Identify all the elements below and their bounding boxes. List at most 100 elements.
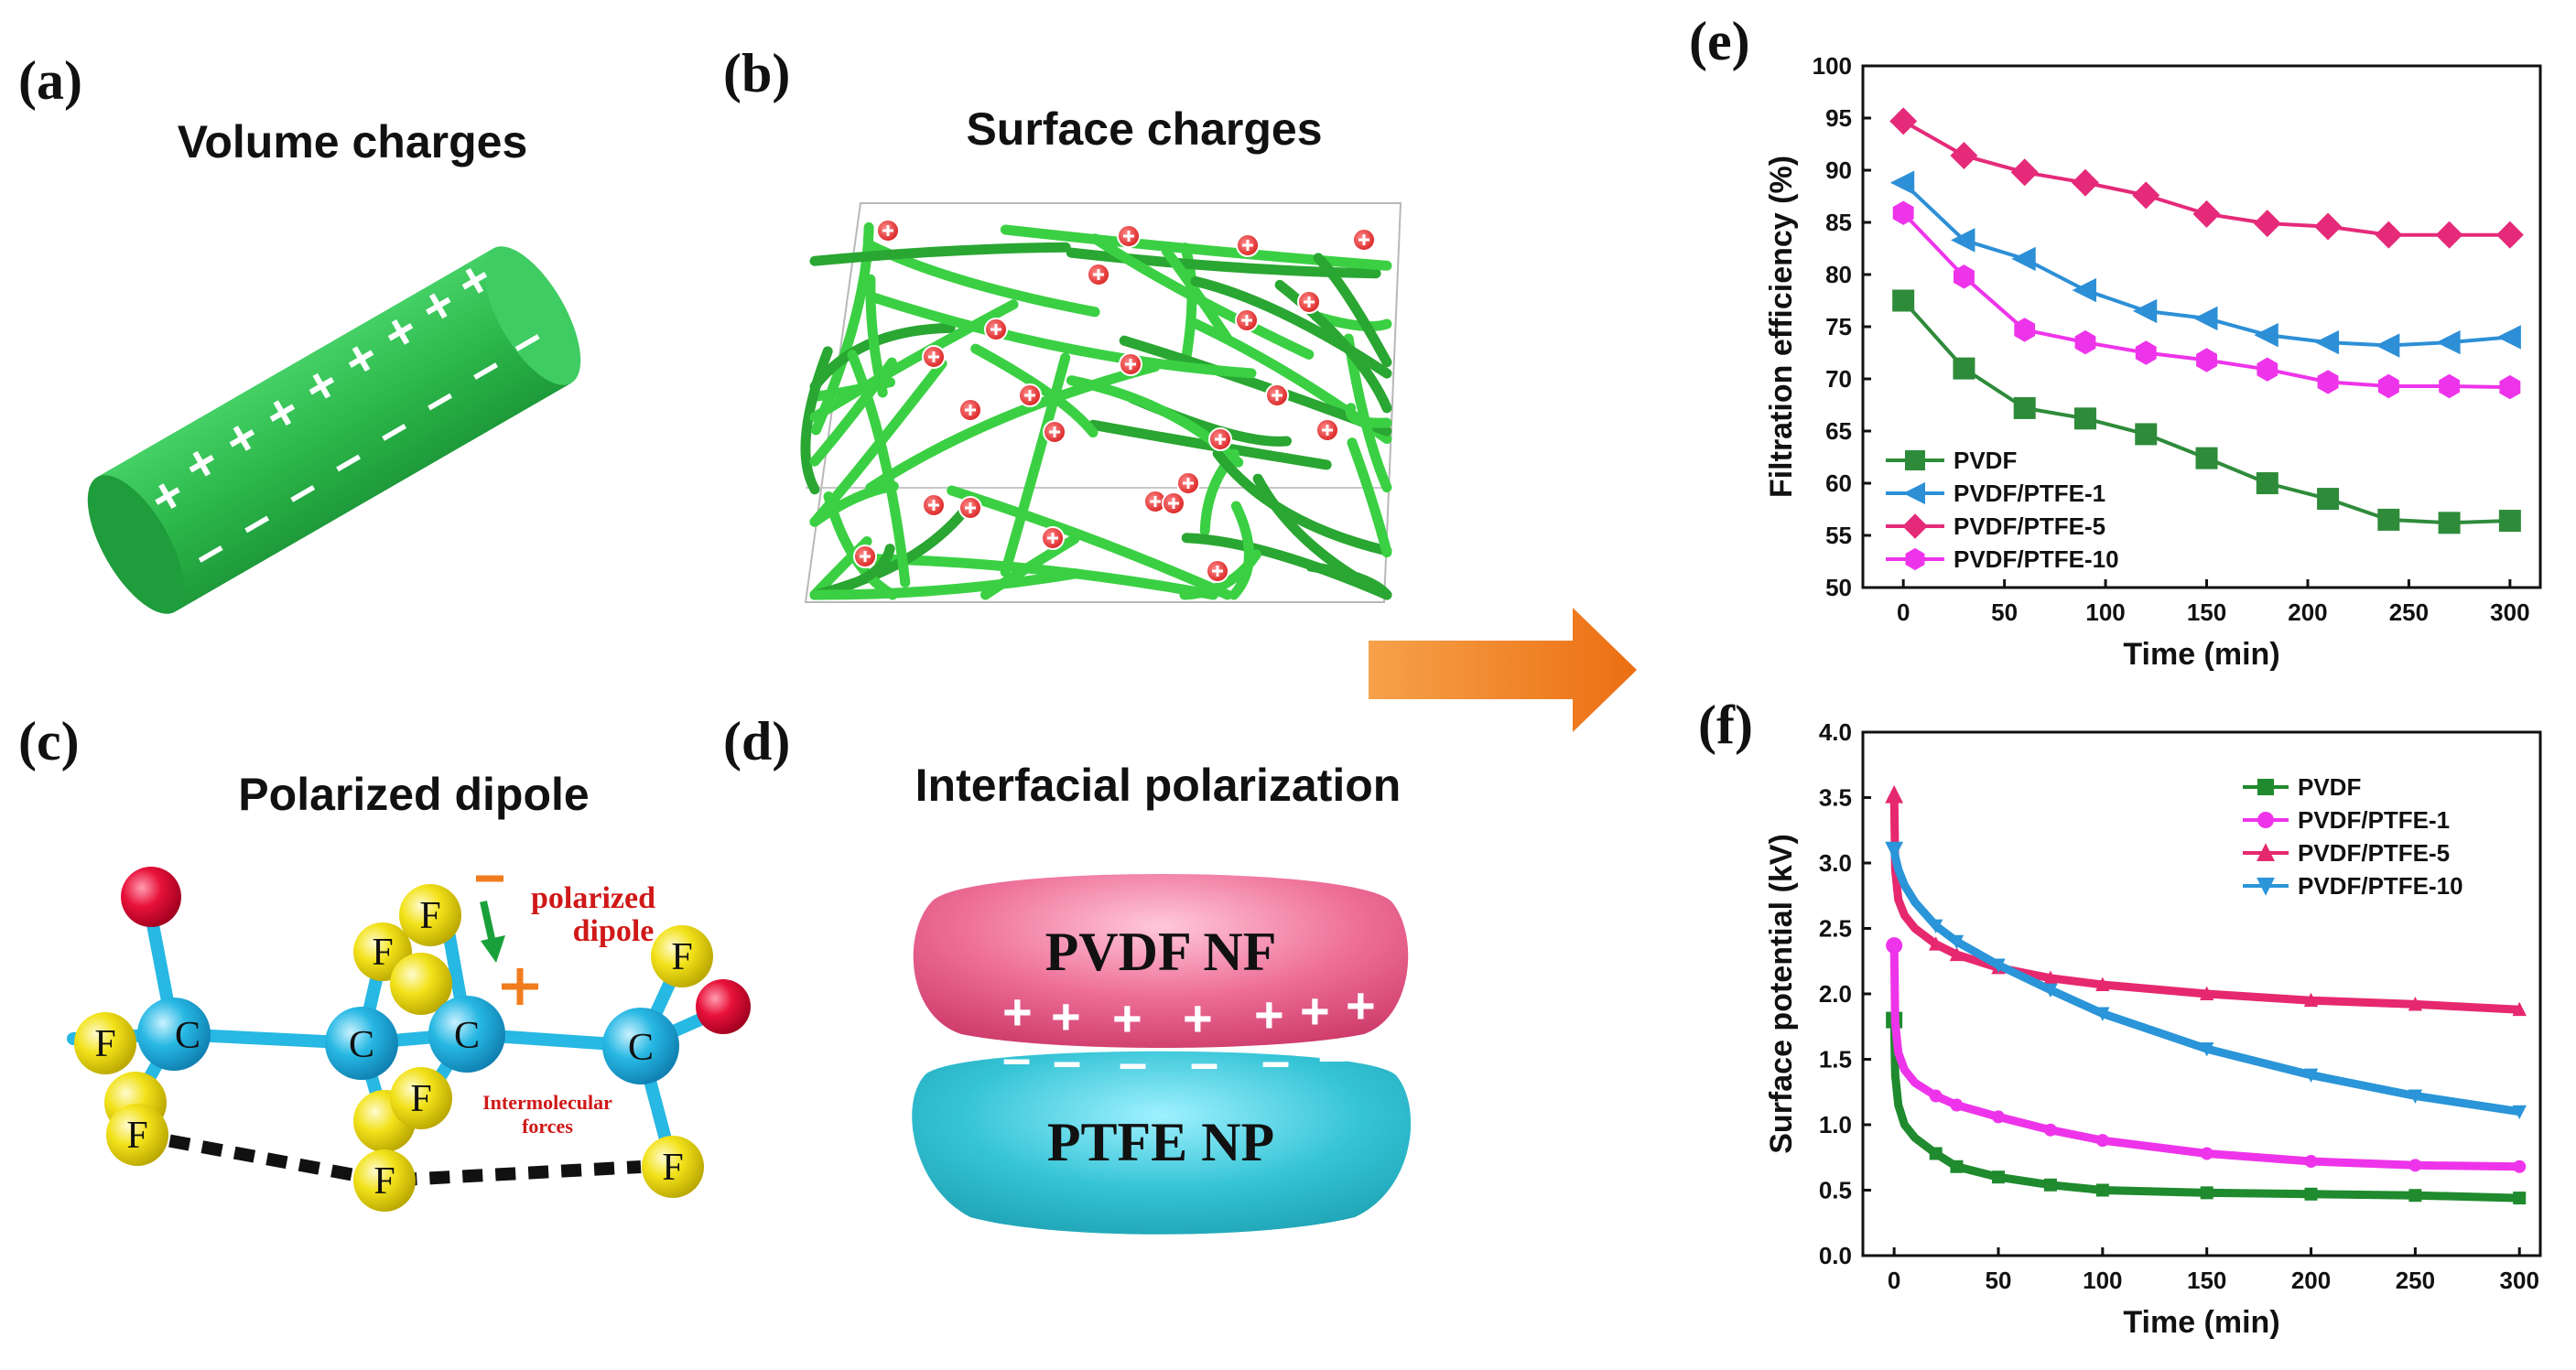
data-point xyxy=(2495,221,2524,249)
data-point xyxy=(2436,329,2461,355)
nanofiber xyxy=(1000,352,1071,577)
arrow-right-icon xyxy=(1369,608,1637,732)
data-point xyxy=(2011,246,2036,272)
x-tick-label: 150 xyxy=(2187,599,2226,626)
data-point xyxy=(2439,373,2460,399)
x-tick-label: 250 xyxy=(2389,599,2429,626)
legend-marker xyxy=(1905,547,1925,571)
nanofibers xyxy=(800,221,1392,600)
nanofiber xyxy=(1066,247,1381,279)
molecule: F F F F F F F F C C C C xyxy=(67,867,751,1212)
nanofiber xyxy=(865,361,1161,493)
panel-d: (d) Interfacial polarization PVDF NF PTF… xyxy=(723,711,1412,1235)
filtration-efficiency-chart: 0 50 100 150 200 250 300 50 55 60 65 70 75 80 85 90 95 10… xyxy=(1764,52,2542,672)
legend-label: PVDF/PTFE-1 xyxy=(2298,806,2450,834)
data-point xyxy=(2010,158,2039,187)
panel-c: (c) Polarized dipole xyxy=(18,711,751,1212)
data-point xyxy=(2072,277,2096,303)
cylinder-back-end xyxy=(87,475,185,614)
x-tick-label: 250 xyxy=(2396,1267,2435,1294)
data-point xyxy=(1949,946,1964,962)
data-point xyxy=(2074,329,2096,355)
ptfe-np-blob xyxy=(912,1051,1412,1235)
data-point xyxy=(2135,340,2157,365)
fluorine-labels: F F F F F F F F xyxy=(94,895,692,1203)
data-point xyxy=(2408,1089,2423,1104)
data-point xyxy=(2135,423,2158,446)
data-point xyxy=(2095,1007,2110,1021)
surface-potential-chart: 0 50 100 150 200 250 300 0.0 0.5 1.0 1.5 2.0 2.5 3.0 3… xyxy=(1764,718,2542,1340)
data-point xyxy=(1992,1170,2005,1184)
y-tick-label: 95 xyxy=(1825,104,1852,132)
y-tick-label: 3.0 xyxy=(1819,849,1852,877)
data-point xyxy=(2375,221,2403,249)
y-tick-label: 75 xyxy=(1825,313,1852,340)
svg-text:+: + xyxy=(1346,976,1376,1034)
series-line xyxy=(1889,849,2520,1116)
data-point xyxy=(2254,322,2278,348)
y-tick-label: 70 xyxy=(1825,365,1852,393)
series-pvdf-ptfe-10 xyxy=(1885,841,2527,1120)
data-point xyxy=(1892,200,1914,225)
data-point xyxy=(2513,1160,2527,1173)
data-point xyxy=(2043,1123,2057,1137)
y-tick-label: 65 xyxy=(1825,417,1852,445)
legend-marker xyxy=(2257,812,2274,828)
data-point xyxy=(2499,374,2521,400)
cylinder-body xyxy=(96,248,572,612)
data-point xyxy=(1929,1089,1943,1103)
series-pvdf-ptfe-1 xyxy=(1889,170,2521,358)
svg-text:F: F xyxy=(373,1160,395,1203)
fluorine-atoms xyxy=(74,884,713,1212)
panel-b-label: (b) xyxy=(723,43,790,103)
data-point xyxy=(2257,357,2278,382)
data-point xyxy=(1950,1160,1964,1173)
data-point xyxy=(2095,976,2110,991)
y-tick-label: 80 xyxy=(1825,261,1852,288)
panel-d-title: Interfacial polarization xyxy=(915,760,1402,811)
data-point xyxy=(2498,510,2521,533)
series-pvdf-ptfe-1 xyxy=(1886,937,2527,1173)
data-point xyxy=(2438,512,2461,534)
svg-text:+: + xyxy=(1112,989,1142,1047)
svg-text:F: F xyxy=(94,1023,115,1065)
data-point xyxy=(1889,170,1915,195)
panel-a-label: (a) xyxy=(18,50,82,111)
svg-text:C: C xyxy=(175,1015,200,1057)
data-point xyxy=(2512,1105,2527,1120)
interface-negative-charges: – – – – – – – xyxy=(1002,1020,1392,1091)
svg-text:C: C xyxy=(349,1024,374,1066)
y-tick-label: 60 xyxy=(1825,469,1852,497)
data-point xyxy=(2408,1159,2422,1172)
pvdf-nf-label: PVDF NF xyxy=(1045,922,1277,982)
legend-label: PVDF/PTFE-1 xyxy=(1954,480,2105,507)
y-tick-label: 0.5 xyxy=(1819,1177,1852,1204)
data-point xyxy=(1885,841,1904,860)
polarized-label: polarized xyxy=(531,881,655,915)
svg-text:–: – xyxy=(1119,1033,1147,1091)
svg-text:–: – xyxy=(1053,1031,1081,1089)
legend-label: PVDF/PTFE-10 xyxy=(1954,545,2119,573)
nanofiber xyxy=(1089,233,1315,360)
x-tick-label: 200 xyxy=(2288,599,2327,626)
svg-text:F: F xyxy=(671,936,692,978)
svg-text:F: F xyxy=(410,1078,431,1120)
svg-text:F: F xyxy=(126,1115,147,1157)
legend: PVDF PVDF/PTFE-1 PVDF/PTFE-5 PVDF/PTFE-10 xyxy=(2243,773,2463,900)
nanofiber xyxy=(947,485,1233,600)
series-line xyxy=(1889,945,2520,1171)
data-point xyxy=(1886,937,1903,955)
nanofiber xyxy=(970,343,1099,438)
volume-charge-cylinder: +++ +++ +++ ––– ––– –– xyxy=(87,246,581,614)
panel-e: (e) 0 50 100 150 200 250 300 50 55 60 65 70 75 80 85 90… xyxy=(1689,11,2542,672)
y-tick-label: 2.0 xyxy=(1819,980,1852,1008)
panel-a: (a) Volume charges +++ +++ +++ ––– ––– –… xyxy=(18,50,581,614)
data-point xyxy=(2303,1068,2319,1084)
data-point xyxy=(2304,1155,2318,1169)
legend-label: PVDF/PTFE-10 xyxy=(2298,872,2463,900)
nanofiber xyxy=(980,534,1080,600)
intermolecular-label: Intermolecular xyxy=(482,1091,612,1114)
series-pvdf-ptfe-5 xyxy=(1889,107,2524,249)
svg-text:F: F xyxy=(419,895,440,937)
legend-marker xyxy=(1902,513,1928,539)
